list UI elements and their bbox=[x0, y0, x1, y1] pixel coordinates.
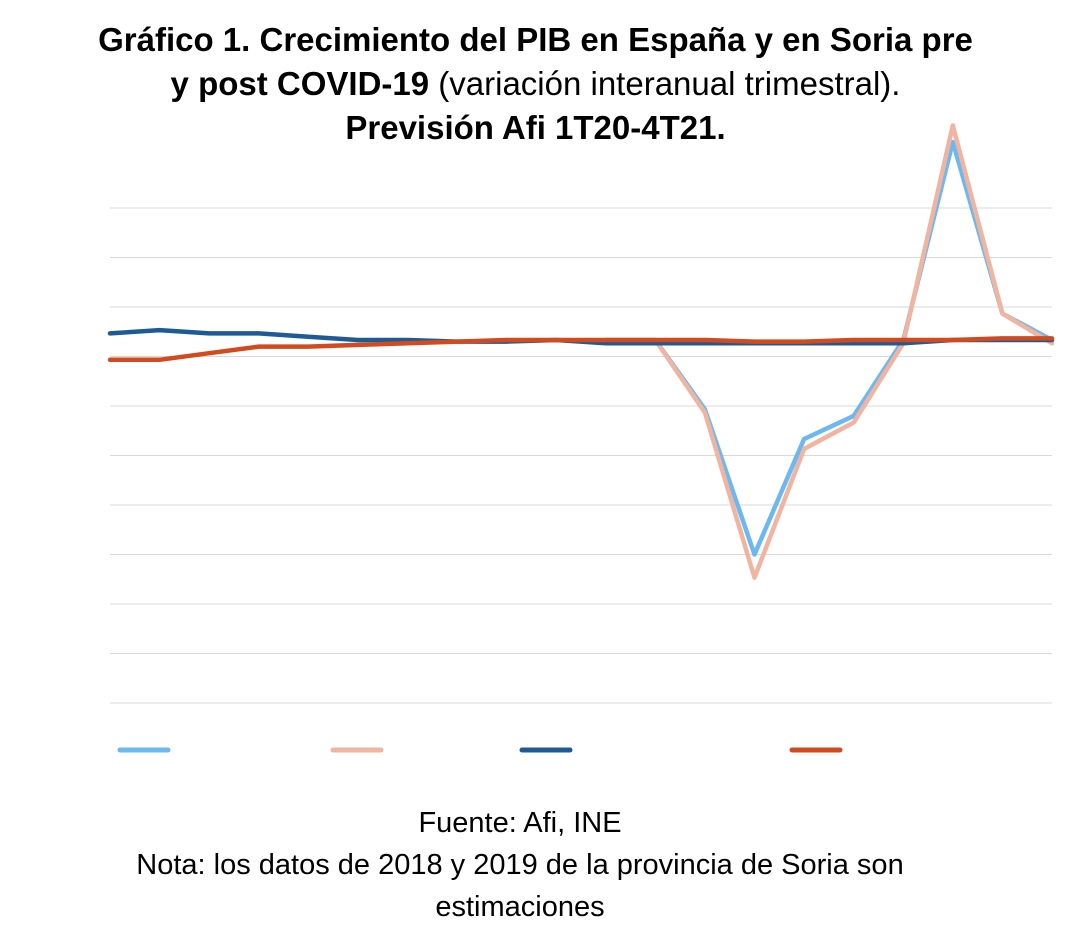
note-text-line-2: estimaciones bbox=[435, 891, 605, 923]
series-line-4 bbox=[107, 336, 1055, 363]
source-text: Fuente: Afi, INE bbox=[418, 807, 622, 839]
chart-title: Gráfico 1. Crecimiento del PIB en España… bbox=[0, 18, 1071, 150]
chart-footer: Fuente: Afi, INE Nota: los datos de 2018… bbox=[0, 802, 1040, 928]
note-text-line-1: Nota: los datos de 2018 y 2019 de la pro… bbox=[136, 849, 904, 881]
series-line-1 bbox=[603, 139, 1055, 557]
chart-series bbox=[107, 123, 1055, 580]
chart-gridlines bbox=[110, 207, 1052, 704]
series-line-2 bbox=[603, 123, 1055, 580]
title-line-2-bold: y post COVID-19 bbox=[170, 65, 430, 102]
title-line-1: Gráfico 1. Crecimiento del PIB en España… bbox=[98, 21, 973, 58]
title-line-3: Previsión Afi 1T20-4T21. bbox=[345, 109, 726, 146]
title-line-2-normal: (variación interanual trimestral). bbox=[429, 65, 901, 102]
